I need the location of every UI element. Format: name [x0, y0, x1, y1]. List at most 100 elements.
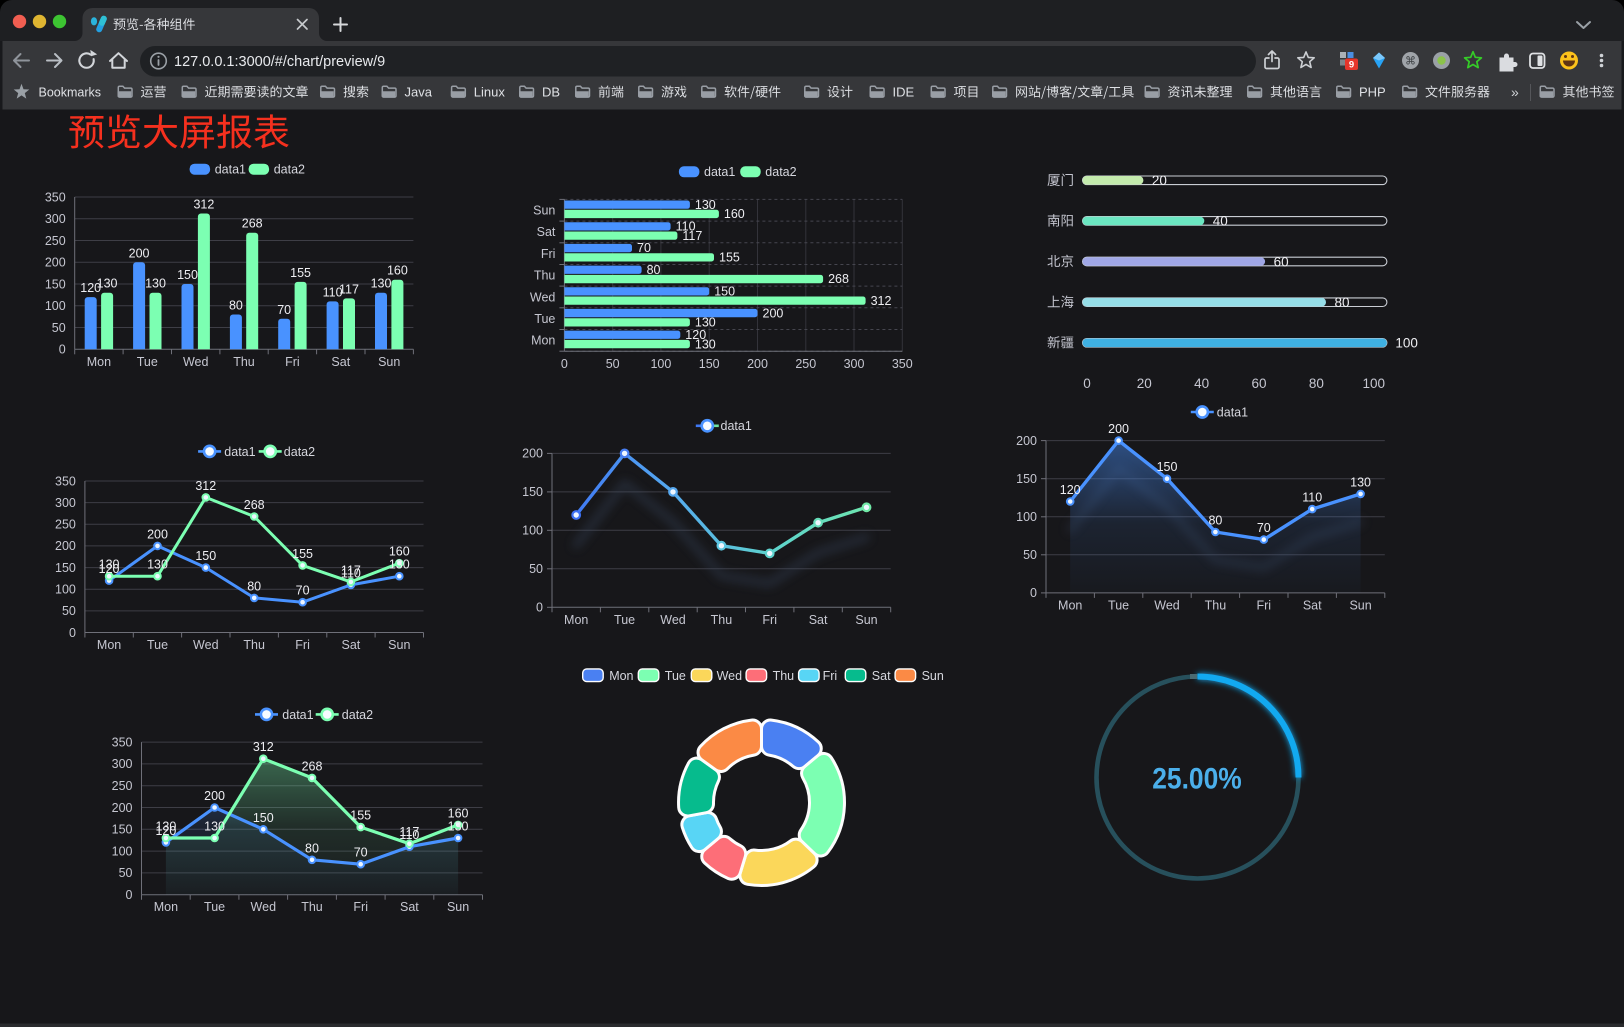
svg-text:117: 117 [341, 563, 361, 577]
svg-text:130: 130 [204, 820, 225, 834]
svg-text:Sun: Sun [388, 638, 410, 652]
svg-text:150: 150 [55, 561, 76, 575]
svg-text:0: 0 [1083, 376, 1091, 391]
svg-text:Wed: Wed [530, 290, 556, 304]
svg-text:120: 120 [155, 824, 176, 838]
svg-text:300: 300 [844, 357, 865, 371]
svg-text:110: 110 [323, 285, 343, 299]
svg-text:160: 160 [389, 545, 410, 559]
svg-text:130: 130 [695, 198, 716, 212]
svg-text:Thu: Thu [243, 638, 265, 652]
svg-text:Thu: Thu [233, 355, 255, 369]
svg-text:Thu: Thu [773, 669, 795, 683]
svg-text:150: 150 [1016, 472, 1037, 486]
svg-text:120: 120 [1060, 483, 1081, 497]
svg-text:117: 117 [399, 825, 419, 839]
svg-text:Sat: Sat [1303, 598, 1322, 612]
svg-text:70: 70 [277, 303, 291, 317]
svg-text:50: 50 [119, 866, 133, 880]
svg-text:Fri: Fri [823, 669, 838, 683]
svg-text:268: 268 [242, 217, 263, 231]
svg-text:⌘: ⌘ [1405, 56, 1416, 68]
svg-text:Sat: Sat [331, 355, 350, 369]
svg-text:130: 130 [695, 316, 716, 330]
svg-text:9: 9 [1349, 60, 1354, 71]
svg-text:100: 100 [1016, 510, 1037, 524]
svg-text:Wed: Wed [660, 613, 686, 627]
svg-text:20: 20 [1137, 376, 1152, 391]
svg-text:160: 160 [448, 806, 469, 820]
svg-text:117: 117 [339, 282, 359, 296]
svg-text:Tue: Tue [665, 669, 686, 683]
svg-text:130: 130 [389, 558, 410, 572]
svg-text:268: 268 [302, 759, 323, 773]
svg-text:350: 350 [892, 357, 913, 371]
svg-text:25.00%: 25.00% [1152, 761, 1242, 795]
svg-text:Sat: Sat [809, 613, 828, 627]
svg-text:data2: data2 [342, 708, 373, 722]
svg-text:250: 250 [55, 518, 76, 532]
svg-text:100: 100 [650, 357, 671, 371]
svg-text:100: 100 [1395, 336, 1418, 351]
svg-text:300: 300 [55, 496, 76, 510]
svg-text:Thu: Thu [711, 613, 733, 627]
svg-text:Tue: Tue [204, 900, 225, 914]
svg-text:300: 300 [45, 212, 66, 226]
svg-text:155: 155 [292, 547, 313, 561]
svg-text:data2: data2 [274, 163, 305, 177]
svg-text:200: 200 [522, 447, 543, 461]
svg-text:100: 100 [55, 583, 76, 597]
svg-text:150: 150 [177, 268, 198, 282]
svg-text:200: 200 [55, 539, 76, 553]
svg-text:110: 110 [341, 566, 361, 580]
svg-text:160: 160 [724, 207, 745, 221]
svg-text:Mon: Mon [154, 900, 178, 914]
svg-text:100: 100 [1363, 376, 1386, 391]
svg-text:350: 350 [112, 735, 133, 749]
svg-text:0: 0 [59, 343, 66, 357]
svg-text:Fri: Fri [762, 613, 777, 627]
svg-text:150: 150 [522, 485, 543, 499]
svg-text:Wed: Wed [183, 355, 209, 369]
svg-text:Mon: Mon [531, 334, 555, 348]
svg-text:200: 200 [204, 789, 225, 803]
svg-text:data1: data1 [704, 165, 735, 179]
svg-text:150: 150 [253, 811, 274, 825]
svg-text:PHP: PHP [1359, 85, 1386, 100]
svg-text:80: 80 [1309, 376, 1324, 391]
svg-text:350: 350 [55, 474, 76, 488]
svg-text:250: 250 [112, 779, 133, 793]
svg-text:40: 40 [1213, 214, 1228, 229]
svg-text:130: 130 [371, 277, 392, 291]
svg-text:data2: data2 [765, 165, 796, 179]
svg-text:70: 70 [296, 584, 310, 598]
svg-text:Sun: Sun [1349, 598, 1371, 612]
svg-text:150: 150 [699, 357, 720, 371]
svg-text:312: 312 [253, 740, 274, 754]
svg-text:Fri: Fri [353, 900, 368, 914]
svg-text:Thu: Thu [301, 900, 323, 914]
svg-text:312: 312 [871, 294, 892, 308]
svg-text:70: 70 [1257, 521, 1271, 535]
svg-text:120: 120 [99, 562, 120, 576]
svg-text:117: 117 [682, 229, 702, 243]
svg-text:Tue: Tue [137, 355, 158, 369]
svg-text:80: 80 [305, 841, 319, 855]
svg-text:80: 80 [1335, 295, 1350, 310]
svg-text:120: 120 [685, 328, 706, 342]
svg-text:data1: data1 [224, 445, 255, 459]
svg-text:70: 70 [637, 241, 651, 255]
svg-text:Fri: Fri [295, 638, 310, 652]
svg-text:Sat: Sat [400, 900, 419, 914]
svg-text:155: 155 [719, 251, 740, 265]
svg-text:Mon: Mon [87, 355, 111, 369]
svg-text:130: 130 [147, 558, 168, 572]
svg-text:Sat: Sat [342, 638, 361, 652]
svg-text:130: 130 [97, 277, 118, 291]
svg-text:Wed: Wed [193, 638, 219, 652]
svg-text:110: 110 [1302, 491, 1322, 505]
svg-text:268: 268 [828, 272, 849, 286]
svg-text:70: 70 [354, 846, 368, 860]
svg-text:110: 110 [676, 220, 696, 234]
svg-text:80: 80 [647, 263, 661, 277]
